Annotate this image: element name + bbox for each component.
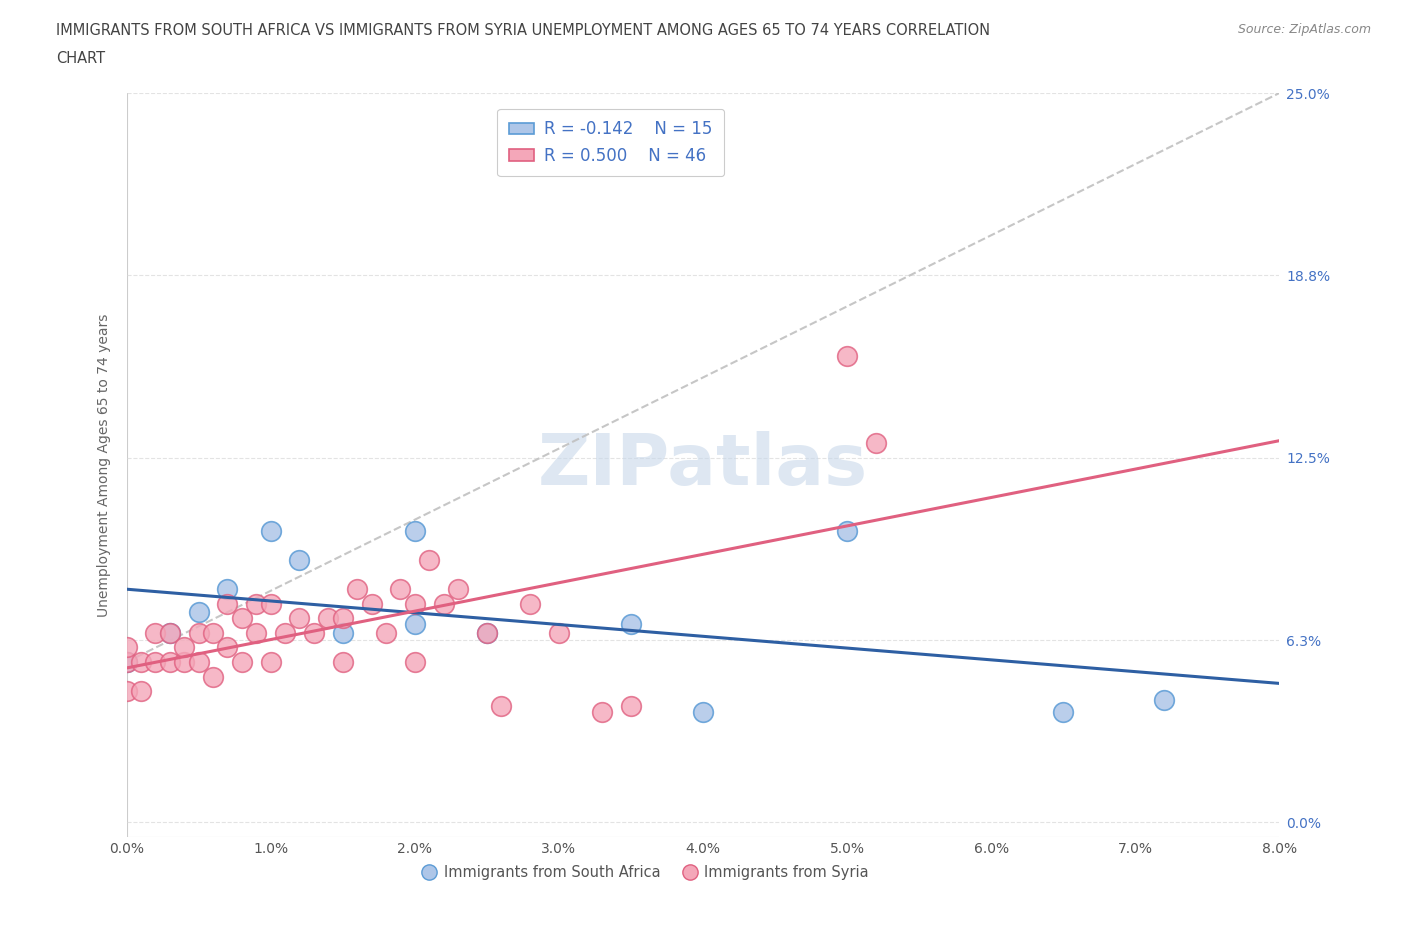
- Point: [129, 655, 152, 670]
- Point: [374, 625, 396, 640]
- Point: [259, 655, 281, 670]
- Point: [1153, 693, 1175, 708]
- Point: [159, 655, 181, 670]
- Point: [475, 625, 498, 640]
- Point: [519, 596, 541, 611]
- Point: [187, 604, 209, 619]
- Point: [187, 655, 209, 670]
- Point: [115, 684, 138, 698]
- Point: [217, 581, 239, 596]
- Point: [316, 611, 339, 626]
- Point: [145, 655, 166, 670]
- Point: [259, 596, 281, 611]
- Point: [418, 552, 440, 567]
- Point: [404, 524, 426, 538]
- Point: [274, 625, 297, 640]
- Point: [1052, 704, 1074, 719]
- Text: CHART: CHART: [56, 51, 105, 66]
- Point: [231, 655, 253, 670]
- Point: [404, 655, 426, 670]
- Point: [159, 625, 181, 640]
- Point: [187, 625, 209, 640]
- Point: [302, 625, 325, 640]
- Point: [231, 611, 253, 626]
- Point: [129, 684, 152, 698]
- Text: ZIPatlas: ZIPatlas: [538, 431, 868, 499]
- Point: [288, 611, 311, 626]
- Point: [547, 625, 569, 640]
- Point: [173, 655, 195, 670]
- Text: IMMIGRANTS FROM SOUTH AFRICA VS IMMIGRANTS FROM SYRIA UNEMPLOYMENT AMONG AGES 65: IMMIGRANTS FROM SOUTH AFRICA VS IMMIGRAN…: [56, 23, 990, 38]
- Point: [259, 524, 281, 538]
- Point: [835, 348, 858, 363]
- Point: [835, 524, 858, 538]
- Point: [475, 625, 498, 640]
- Point: [591, 704, 613, 719]
- Point: [173, 640, 195, 655]
- Legend: Immigrants from South Africa, Immigrants from Syria: Immigrants from South Africa, Immigrants…: [416, 858, 875, 885]
- Point: [489, 698, 512, 713]
- Point: [202, 669, 225, 684]
- Point: [620, 698, 643, 713]
- Point: [115, 640, 138, 655]
- Point: [288, 552, 311, 567]
- Point: [115, 655, 138, 670]
- Point: [389, 581, 412, 596]
- Point: [202, 625, 225, 640]
- Text: Source: ZipAtlas.com: Source: ZipAtlas.com: [1237, 23, 1371, 36]
- Point: [447, 581, 470, 596]
- Point: [346, 581, 368, 596]
- Point: [332, 655, 354, 670]
- Point: [332, 611, 354, 626]
- Point: [865, 435, 887, 450]
- Point: [332, 625, 354, 640]
- Point: [159, 625, 181, 640]
- Point: [620, 617, 643, 631]
- Point: [245, 596, 267, 611]
- Point: [404, 617, 426, 631]
- Point: [115, 655, 138, 670]
- Point: [217, 640, 239, 655]
- Point: [217, 596, 239, 611]
- Point: [360, 596, 382, 611]
- Point: [433, 596, 456, 611]
- Point: [692, 704, 714, 719]
- Point: [404, 596, 426, 611]
- Y-axis label: Unemployment Among Ages 65 to 74 years: Unemployment Among Ages 65 to 74 years: [97, 313, 111, 617]
- Point: [145, 625, 166, 640]
- Point: [245, 625, 267, 640]
